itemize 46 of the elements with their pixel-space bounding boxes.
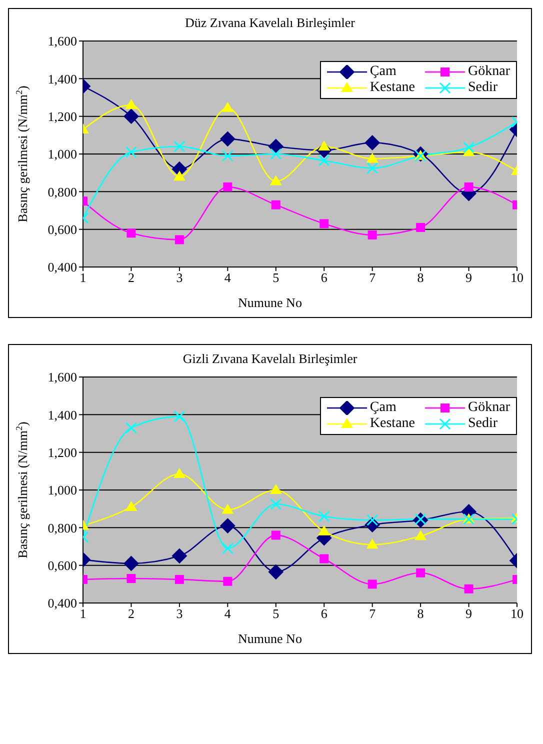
x-tick-label: 8 (417, 270, 424, 286)
x-tick-label: 10 (510, 270, 524, 286)
x-tick-label: 9 (466, 270, 472, 286)
x-tick-label: 10 (510, 606, 524, 622)
x-tick-label: 5 (272, 270, 280, 286)
x-tick-label: 6 (320, 606, 328, 622)
x-tick-label: 2 (128, 606, 134, 622)
legend-label: Kestane (370, 416, 415, 432)
y-tick-label: 0,400 (48, 596, 77, 611)
x-tick-label: 3 (176, 606, 183, 622)
legend-label: Çam (370, 400, 396, 416)
x-axis-title: Numune No (237, 631, 303, 648)
x-tick-label: 2 (128, 270, 134, 286)
legend-label: Sedir (468, 80, 498, 96)
x-tick-label: 7 (369, 270, 376, 286)
x-axis-title: Numune No (237, 295, 303, 312)
y-tick-label: 1,000 (48, 146, 77, 162)
y-tick-label: 1,600 (48, 34, 77, 49)
x-tick-label: 8 (417, 606, 424, 622)
y-tick-label: 0,600 (48, 222, 77, 237)
legend-label: Çam (370, 64, 396, 80)
x-tick-label: 4 (224, 606, 232, 622)
chart-title: Gizli Zıvana Kavelalı Birleşimler (182, 350, 358, 368)
legend-label: Kestane (370, 80, 415, 96)
legend-label: Göknar (468, 400, 510, 416)
y-tick-label: 0,600 (48, 558, 77, 573)
chart-title: Düz Zıvana Kavelalı Birleşimler (184, 14, 356, 32)
legend-label: Sedir (468, 416, 498, 432)
x-tick-label: 6 (320, 270, 328, 286)
x-tick-label: 5 (272, 606, 280, 622)
y-tick-label: 0,400 (48, 260, 77, 275)
y-tick-label: 1,400 (48, 407, 77, 422)
y-tick-label: 1,000 (48, 482, 77, 498)
x-tick-label: 4 (224, 270, 232, 286)
x-tick-label: 1 (80, 270, 86, 286)
y-tick-label: 1,600 (48, 370, 77, 385)
x-tick-label: 1 (80, 606, 86, 622)
y-tick-label: 1,400 (48, 71, 77, 86)
y-tick-label: 1,200 (48, 444, 77, 460)
y-tick-label: 0,800 (48, 184, 77, 200)
y-tick-label: 1,200 (48, 108, 77, 124)
x-tick-label: 3 (176, 270, 183, 286)
x-tick-label: 7 (369, 606, 376, 622)
y-tick-label: 0,800 (48, 520, 77, 536)
x-tick-label: 9 (466, 606, 472, 622)
legend-label: Göknar (468, 64, 510, 80)
